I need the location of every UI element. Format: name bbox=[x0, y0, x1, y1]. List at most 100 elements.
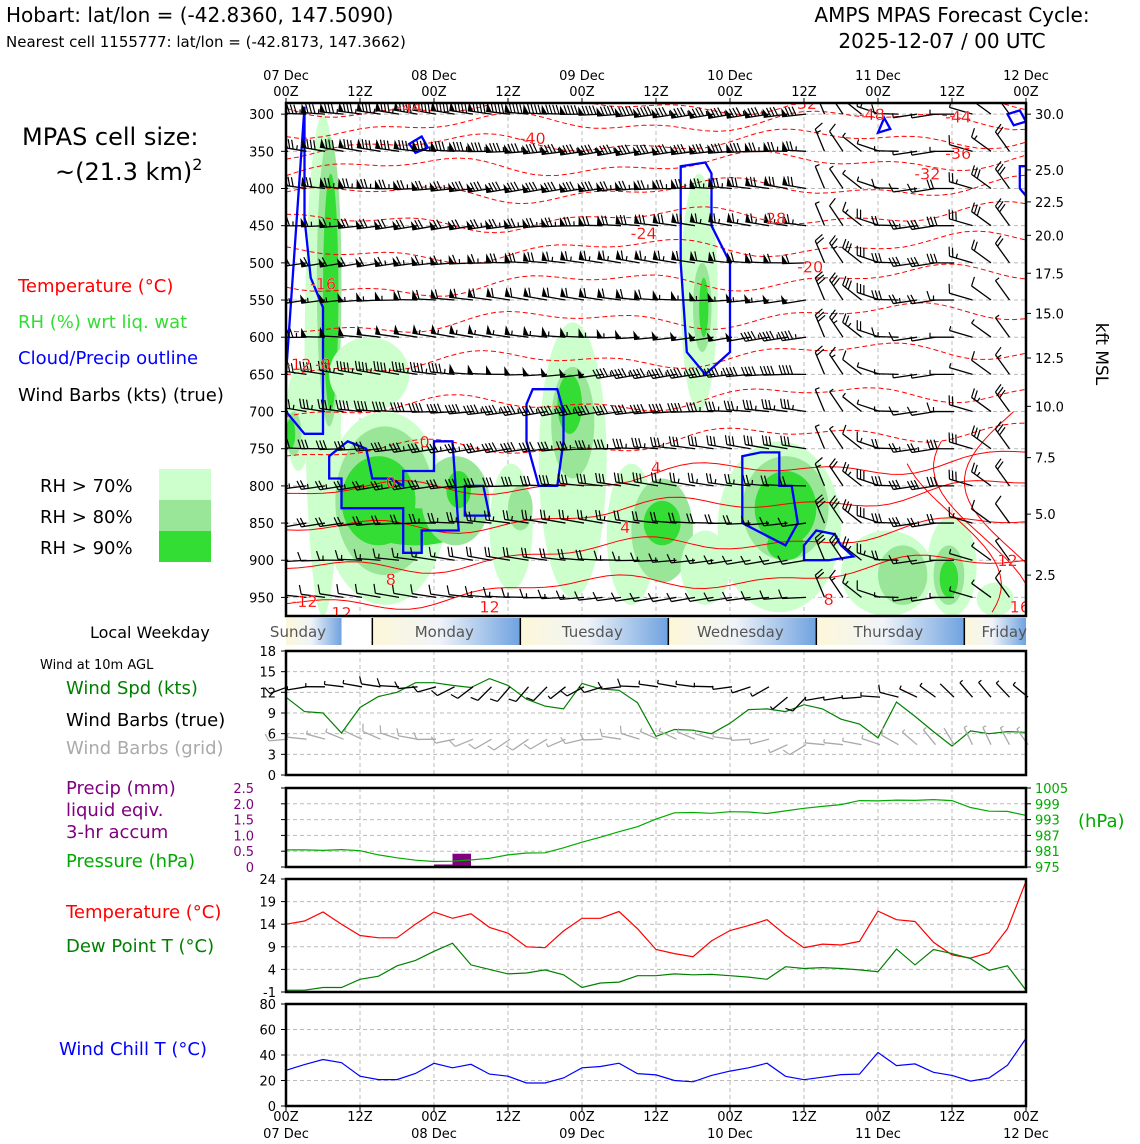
wind-barb bbox=[448, 547, 473, 561]
wind-barb-full bbox=[752, 143, 755, 152]
wind-barb-full bbox=[621, 289, 623, 298]
wind-barb-half bbox=[688, 111, 689, 115]
temperature-contour-label: -28 bbox=[760, 209, 786, 228]
wind-barb-full bbox=[927, 514, 930, 523]
wind-barb-full bbox=[602, 289, 604, 298]
wind-barb-half bbox=[558, 148, 559, 152]
wind-barb-full bbox=[306, 177, 308, 186]
wind-barb-full bbox=[443, 103, 444, 112]
top-hour-label: 00Z bbox=[865, 85, 891, 100]
wind-barb-full bbox=[620, 726, 621, 734]
wind-barb bbox=[995, 236, 1009, 263]
wind-barb bbox=[779, 365, 806, 374]
wind-barb-full bbox=[566, 145, 570, 153]
wind-barb-full bbox=[714, 213, 715, 222]
wind-barb-full bbox=[668, 403, 671, 412]
wind-barb-half bbox=[555, 409, 556, 413]
wind-barb-flag bbox=[670, 146, 677, 155]
wind-barb bbox=[750, 739, 769, 744]
wind-barb-staff bbox=[920, 686, 936, 697]
wind-barb-half bbox=[530, 516, 531, 520]
wind-barb-full bbox=[914, 220, 918, 228]
wind-barb-full bbox=[281, 586, 283, 595]
wind-barb-half bbox=[979, 680, 982, 682]
wind-barb-full bbox=[790, 141, 793, 150]
wind-barb-full bbox=[297, 481, 301, 489]
wind-barb-full bbox=[845, 241, 848, 250]
wind-barb bbox=[995, 496, 1009, 523]
wind-barb-staff bbox=[842, 697, 861, 698]
wind-barb-full bbox=[488, 746, 495, 750]
wind-barb-flag bbox=[616, 250, 622, 260]
wind-barb-half bbox=[923, 728, 926, 730]
wind-barb-half bbox=[1000, 726, 1003, 728]
wind-barb-full bbox=[621, 251, 622, 260]
wind-barb bbox=[490, 687, 510, 702]
wind-barb-full bbox=[457, 142, 460, 151]
temperature-contour-label: 8 bbox=[824, 590, 834, 609]
wind-barb bbox=[857, 139, 880, 151]
height-tick-label: 12.5 bbox=[1035, 352, 1064, 367]
wind-barb-full bbox=[513, 253, 516, 262]
wind-barb bbox=[830, 426, 843, 448]
wind-barb-flag bbox=[542, 287, 548, 297]
wind-barb-full bbox=[556, 105, 559, 114]
wind-barb-half bbox=[426, 369, 427, 373]
wind-barb-staff bbox=[731, 739, 750, 740]
wind-barb-full bbox=[815, 123, 822, 129]
pressure-tick-label: 400 bbox=[249, 183, 274, 198]
wind-barb-full bbox=[584, 251, 586, 260]
bottom-date-label: 08 Dec bbox=[411, 1127, 457, 1140]
wind-barb-staff bbox=[875, 151, 899, 152]
wind-barb bbox=[843, 393, 862, 411]
wind-barb-full bbox=[470, 547, 471, 556]
wind-barb bbox=[830, 347, 843, 374]
wind-barb-full bbox=[467, 405, 471, 414]
wind-barb-half bbox=[896, 559, 897, 563]
wind-barb-staff bbox=[584, 687, 602, 693]
bottom-hour-label: 00Z bbox=[273, 1110, 299, 1125]
wind-barb-flag bbox=[744, 109, 751, 118]
wind-barb-flag bbox=[651, 109, 658, 118]
wind-barb-full bbox=[478, 142, 481, 151]
wind-barb-half bbox=[900, 686, 902, 689]
wind-barb-half bbox=[1013, 682, 1015, 685]
wind-barb bbox=[843, 499, 862, 523]
wind-barb bbox=[907, 295, 935, 304]
wind-barb-full bbox=[589, 106, 592, 115]
wind-barb bbox=[857, 209, 880, 226]
top-hour-label: 12Z bbox=[939, 85, 965, 100]
wind-barb-half bbox=[902, 729, 904, 732]
wind-barb-half bbox=[344, 484, 345, 488]
wind-barb bbox=[781, 399, 806, 412]
wind-barb-full bbox=[460, 142, 463, 151]
wind-barb-half bbox=[900, 224, 901, 228]
wind-barb-full bbox=[977, 207, 980, 216]
wind-barb bbox=[995, 384, 1009, 411]
wind-barb bbox=[857, 246, 880, 263]
wind-barb bbox=[843, 462, 862, 486]
temperature-contour-label: 12 bbox=[479, 597, 499, 616]
wind-barb-staff bbox=[677, 732, 695, 739]
wind-barb-full bbox=[743, 400, 745, 409]
wind-barb-full bbox=[531, 252, 533, 261]
wind-barb-half bbox=[725, 111, 726, 115]
wind-barb-half bbox=[660, 479, 661, 483]
wind-barb-half bbox=[610, 372, 611, 376]
wind-barb-staff bbox=[695, 734, 713, 739]
height-tick-label: 17.5 bbox=[1035, 267, 1064, 282]
height-tick-label: 10.0 bbox=[1035, 400, 1064, 415]
wind-barb-full bbox=[710, 474, 712, 483]
wind-barb-half bbox=[552, 257, 553, 261]
wind-barb-half bbox=[389, 368, 390, 372]
wind-barb bbox=[785, 697, 806, 711]
wind-barb bbox=[471, 687, 492, 701]
wind-barb-staff bbox=[875, 411, 899, 412]
bottom-date-label: 07 Dec bbox=[263, 1127, 309, 1140]
wind-barb bbox=[707, 435, 732, 448]
wind-barb bbox=[843, 276, 862, 300]
wind-barb-half bbox=[397, 553, 398, 557]
wind-barb-flag bbox=[393, 257, 400, 266]
wind-barb bbox=[830, 389, 843, 411]
